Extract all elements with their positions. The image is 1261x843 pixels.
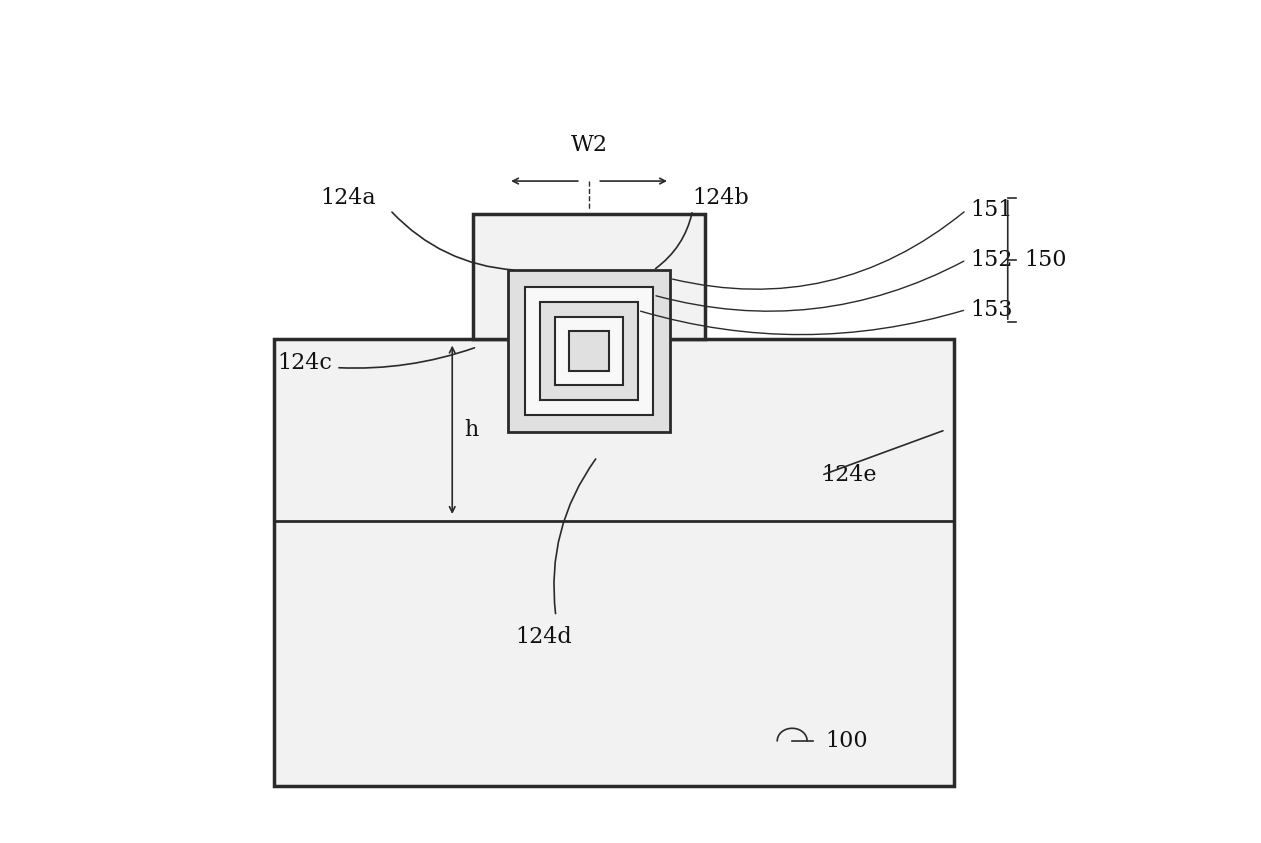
Text: 124e: 124e: [821, 464, 876, 486]
Polygon shape: [274, 339, 953, 787]
Polygon shape: [555, 317, 623, 385]
Text: 153: 153: [971, 298, 1013, 320]
Polygon shape: [525, 287, 653, 416]
Polygon shape: [540, 302, 638, 400]
Text: 100: 100: [826, 730, 868, 752]
Text: 152: 152: [971, 249, 1013, 271]
Polygon shape: [569, 331, 609, 371]
Polygon shape: [473, 214, 705, 339]
Text: 124d: 124d: [514, 626, 571, 648]
Text: 151: 151: [971, 199, 1013, 221]
Polygon shape: [508, 271, 670, 432]
Text: h: h: [464, 419, 479, 441]
Text: 124c: 124c: [277, 352, 332, 374]
Text: 124b: 124b: [692, 186, 749, 208]
Text: 150: 150: [1024, 249, 1067, 271]
Text: 124a: 124a: [320, 186, 377, 208]
Text: W2: W2: [570, 134, 608, 156]
